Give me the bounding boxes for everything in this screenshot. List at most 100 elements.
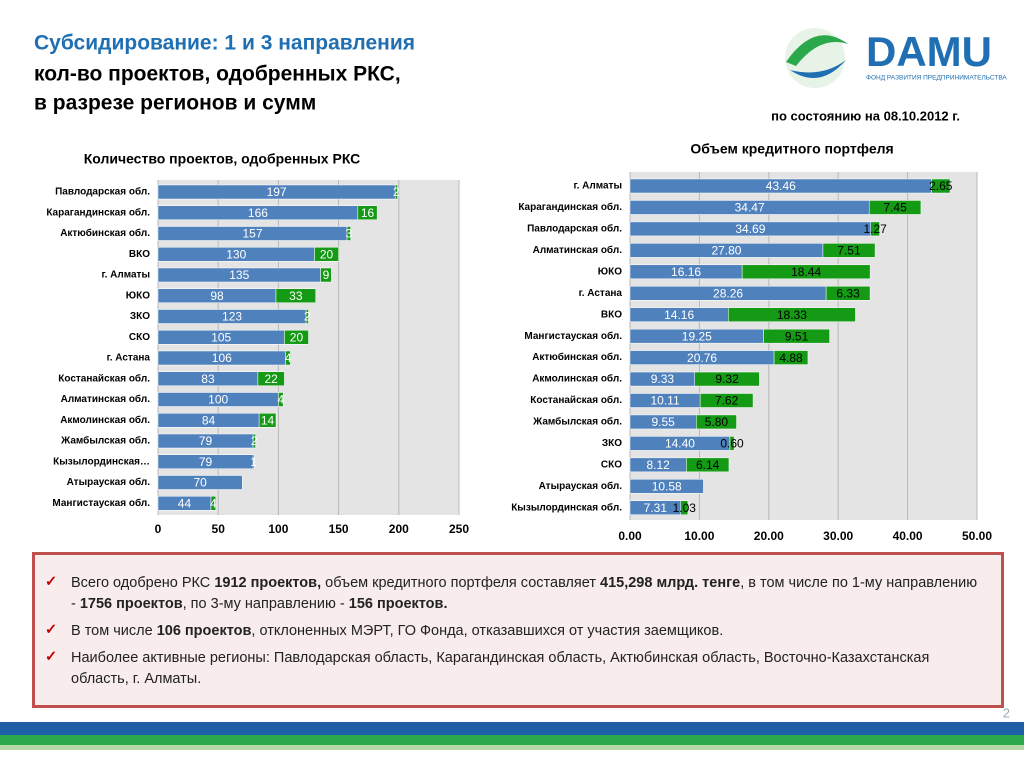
logo-swoosh <box>786 35 848 66</box>
x-tick-label: 150 <box>329 522 349 536</box>
value-label: 34.69 <box>735 222 765 236</box>
bar-segment <box>275 288 316 303</box>
value-label: 4.88 <box>779 351 803 365</box>
value-label: 34.47 <box>735 201 765 215</box>
value-label: 20 <box>290 330 304 344</box>
value-label: 70 <box>193 476 207 490</box>
chart-title: Количество проектов, одобренных РКС <box>84 151 361 167</box>
note-text: , в том числе по 1-му направлению - <box>71 575 978 612</box>
category-label: Акмолинская обл. <box>532 373 622 385</box>
category-label: Атырауская обл. <box>67 476 151 488</box>
category-label: г. Алматы <box>573 181 622 192</box>
category-label: Алматинская обл. <box>533 244 623 256</box>
bar-segment <box>210 496 217 511</box>
bar-segment <box>694 371 760 387</box>
note: Наиболее активные регионы: Павлодарская … <box>45 647 981 690</box>
value-label: 2 <box>251 434 258 448</box>
x-tick-label: 10.00 <box>684 529 714 543</box>
value-label: 22 <box>264 372 278 386</box>
note-text: , по 3-му направлению - <box>182 596 349 612</box>
value-label: 28.26 <box>713 286 743 300</box>
value-label: 157 <box>242 227 262 241</box>
value-label: 7.62 <box>715 394 739 408</box>
bar-segment <box>258 413 277 428</box>
note-text: 1756 проектов <box>79 596 183 612</box>
bar-segment <box>629 479 704 494</box>
category-label: Жамбылская обл. <box>60 435 150 447</box>
category-label: Актюбинская обл. <box>532 351 622 363</box>
category-label: Карагандинская обл. <box>518 201 622 213</box>
value-label: 18.33 <box>777 308 807 322</box>
value-label: 9.33 <box>651 372 675 386</box>
value-label: 33 <box>289 289 303 303</box>
value-label: 83 <box>201 372 215 386</box>
value-label: 7.31 <box>644 501 668 515</box>
value-label: 9 <box>323 268 330 282</box>
value-label: 7.51 <box>837 244 861 258</box>
value-label: 197 <box>267 185 287 199</box>
x-tick-label: 100 <box>268 522 288 536</box>
value-label: 4 <box>210 496 217 510</box>
bar-segment <box>728 307 856 322</box>
value-label: 10.11 <box>651 394 680 408</box>
note: В том числе 106 проектов, отклоненных МЭ… <box>45 620 981 642</box>
footer-bar <box>0 745 1024 750</box>
value-label: 2.65 <box>929 179 953 193</box>
category-label: ЮКО <box>598 266 622 277</box>
x-tick-label: 0 <box>155 522 162 536</box>
bar-segment <box>773 350 809 365</box>
value-label: 106 <box>212 351 232 365</box>
subtitle: кол-во проектов, одобренных РКС, <box>34 63 401 86</box>
value-label: 10.58 <box>652 479 682 493</box>
note: Всего одобрено РКС 1912 проектов, объем … <box>45 572 981 615</box>
bar-segment <box>825 286 871 301</box>
value-label: 14.16 <box>664 308 694 322</box>
note-text: 106 проектов <box>156 623 252 639</box>
value-label: 4 <box>285 351 292 365</box>
category-label: ЗКО <box>130 311 150 322</box>
chart-title: Объем кредитного портфеля <box>690 141 893 157</box>
x-tick-label: 250 <box>449 522 469 536</box>
value-label: 8.12 <box>646 458 670 472</box>
value-label: 44 <box>178 496 192 510</box>
x-tick-label: 20.00 <box>754 529 784 543</box>
category-label: Акмолинская обл. <box>60 414 150 426</box>
category-label: Мангистауская обл. <box>524 330 622 342</box>
bar-segment <box>729 436 735 451</box>
category-label: г. Алматы <box>101 270 150 281</box>
value-label: 84 <box>202 413 216 427</box>
value-label: 4 <box>277 393 284 407</box>
value-label: 9.32 <box>715 372 739 386</box>
value-label: 1 <box>250 455 257 469</box>
x-tick-label: 40.00 <box>893 529 923 543</box>
value-label: 43.46 <box>766 179 796 193</box>
date: по состоянию на 08.10.2012 г. <box>771 108 960 123</box>
bar-segment <box>278 392 284 407</box>
bar-segment <box>320 267 332 283</box>
value-label: 14.40 <box>665 437 695 451</box>
value-label: 20 <box>320 247 334 261</box>
value-label: 9.55 <box>651 415 675 429</box>
bar-segment <box>741 264 871 280</box>
x-tick-label: 50 <box>212 522 226 536</box>
footer-bar <box>0 735 1024 745</box>
note-text: 156 проектов. <box>348 596 448 612</box>
value-label: 7.45 <box>883 201 907 215</box>
note-text: Наиболее активные регионы: Павлодарская … <box>71 650 930 687</box>
value-label: 105 <box>211 330 231 344</box>
category-label: Карагандинская обл. <box>46 206 150 218</box>
category-label: Павлодарская обл. <box>55 186 150 198</box>
value-label: 27.80 <box>711 244 741 258</box>
category-label: Кызылординская… <box>53 456 150 467</box>
value-label: 166 <box>248 206 268 220</box>
category-label: г. Астана <box>579 288 623 299</box>
value-label: 123 <box>222 310 242 324</box>
value-label: 6.14 <box>696 458 720 472</box>
bar-segment <box>868 200 922 215</box>
category-label: Павлодарская обл. <box>527 223 622 235</box>
subtitle: в разрезе регионов и сумм <box>34 92 316 115</box>
value-label: 0.60 <box>720 437 744 451</box>
bar-segment <box>285 350 291 366</box>
category-label: ВКО <box>129 249 150 260</box>
value-label: 6.33 <box>836 286 860 300</box>
